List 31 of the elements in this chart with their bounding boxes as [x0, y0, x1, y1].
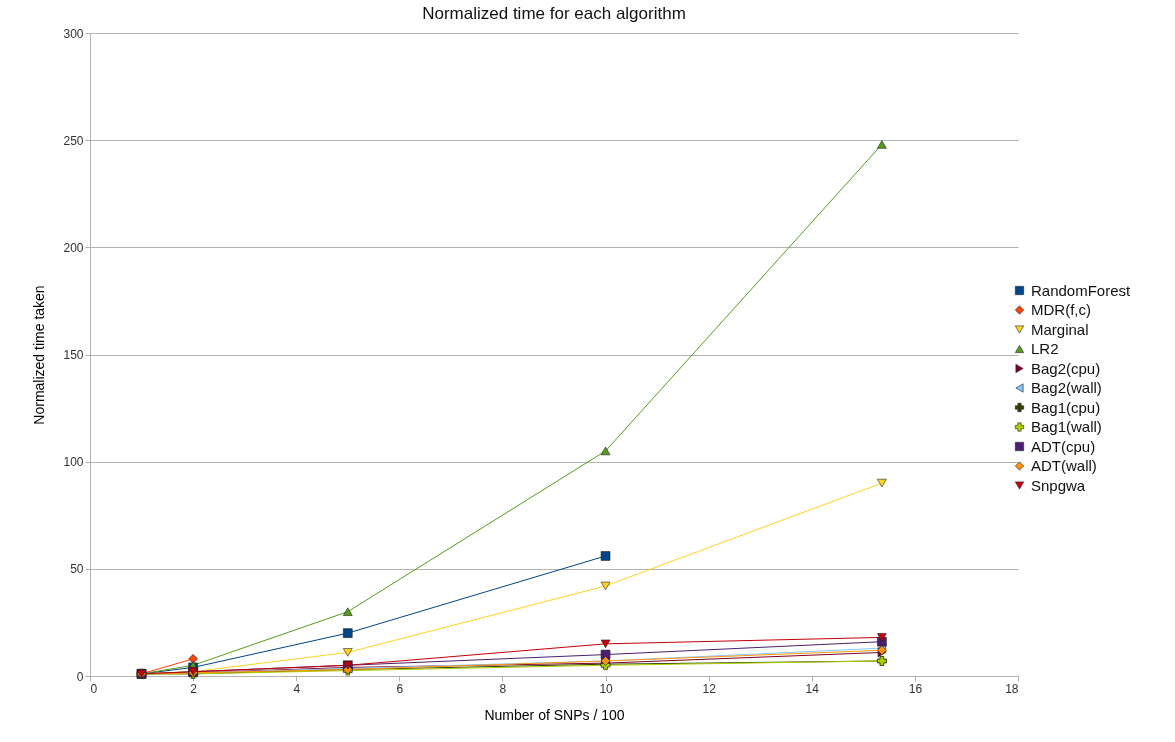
legend-label: RandomForest: [1031, 281, 1132, 299]
x-tick-label: 18: [1005, 681, 1019, 696]
legend-label: ADT(wall): [1031, 457, 1097, 474]
legend-label: Bag1(wall): [1031, 418, 1102, 435]
legend-label: ADT(cpu): [1031, 437, 1096, 455]
x-tick-label: 0: [90, 681, 98, 696]
x-tick-label: 14: [805, 681, 820, 696]
x-tick-label: 4: [293, 681, 301, 696]
legend-label: Bag2(cpu): [1031, 359, 1101, 377]
y-tick-label: 300: [63, 26, 84, 41]
x-tick-label: 8: [499, 681, 507, 696]
y-tick-label: 250: [63, 133, 84, 148]
chart-title: Normalized time for each algorithm: [422, 4, 686, 23]
y-tick-label: 0: [76, 669, 84, 684]
x-tick-label: 12: [702, 681, 717, 696]
x-tick-label: 6: [396, 681, 404, 696]
x-tick-label: 16: [908, 681, 923, 696]
legend-label: Snpgwa: [1031, 476, 1086, 494]
y-tick-label: 100: [63, 455, 84, 470]
x-axis-title: Number of SNPs / 100: [484, 706, 625, 723]
y-tick-label: 50: [70, 562, 84, 577]
x-tick-label: 10: [599, 681, 614, 696]
x-tick-label: 2: [190, 681, 198, 696]
legend-label: MDR(f,c): [1031, 301, 1091, 318]
y-tick-label: 150: [63, 348, 84, 362]
legend-label: Marginal: [1031, 320, 1089, 338]
legend-label: Bag1(cpu): [1031, 398, 1101, 416]
legend-label: LR2: [1031, 340, 1059, 357]
legend-label: Bag2(wall): [1031, 379, 1102, 396]
y-axis-title: Normalized time taken: [31, 285, 48, 425]
y-tick-label: 200: [63, 240, 84, 255]
